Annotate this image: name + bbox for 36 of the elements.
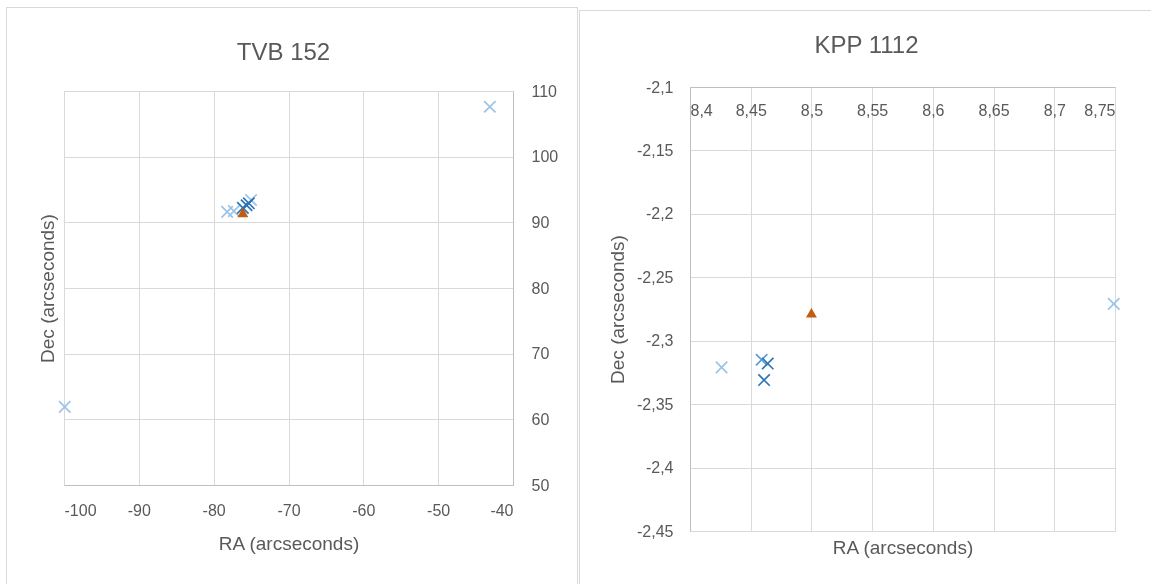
y-tick-label: 80 — [531, 279, 550, 297]
y-tick-label: -2,35 — [637, 395, 674, 413]
chart-title: TVB 152 — [236, 38, 331, 65]
y-axis-title: Dec (arcseconds) — [36, 214, 58, 363]
y-tick-label: 60 — [531, 410, 550, 428]
y-tick-label: -2,45 — [637, 522, 674, 540]
y-tick-label: -2,3 — [645, 332, 674, 350]
x-axis-title: RA (arcseconds) — [832, 536, 974, 558]
x-tick-label: 8,65 — [978, 101, 1010, 119]
x-tick-label: 8,5 — [800, 101, 824, 119]
x-tick-label: -50 — [427, 501, 451, 519]
x-tick-label: 8,7 — [1043, 101, 1066, 119]
x-tick-label: 8,55 — [857, 101, 889, 119]
y-tick-label: -2,4 — [645, 459, 674, 477]
y-tick-label: 100 — [531, 148, 559, 166]
chart-title: KPP 1112 — [814, 31, 919, 58]
y-axis-title: Dec (arcseconds) — [607, 235, 629, 384]
y-tick-label: 110 — [531, 82, 558, 100]
y-tick-label: 70 — [531, 345, 550, 363]
y-tick-label: -2,25 — [637, 268, 674, 286]
x-tick-label: -40 — [490, 501, 514, 519]
x-tick-label: -100 — [64, 501, 97, 519]
x-tick-label: 8,45 — [735, 101, 767, 119]
x-tick-label: 8,6 — [922, 101, 945, 119]
x-tick-label: -60 — [352, 501, 376, 519]
y-tick-label: 50 — [531, 476, 550, 494]
y-tick-label: -2,2 — [645, 205, 674, 223]
y-tick-label: 90 — [531, 213, 550, 231]
x-tick-label: -90 — [127, 501, 151, 519]
x-tick-label: 8,75 — [1084, 101, 1116, 119]
x-tick-label: -70 — [277, 501, 301, 519]
x-axis-title: RA (arcseconds) — [218, 532, 360, 554]
x-tick-label: 8,4 — [690, 101, 713, 119]
y-tick-label: -2,15 — [637, 141, 674, 159]
x-tick-label: -80 — [202, 501, 226, 519]
y-tick-label: -2,1 — [645, 78, 674, 96]
